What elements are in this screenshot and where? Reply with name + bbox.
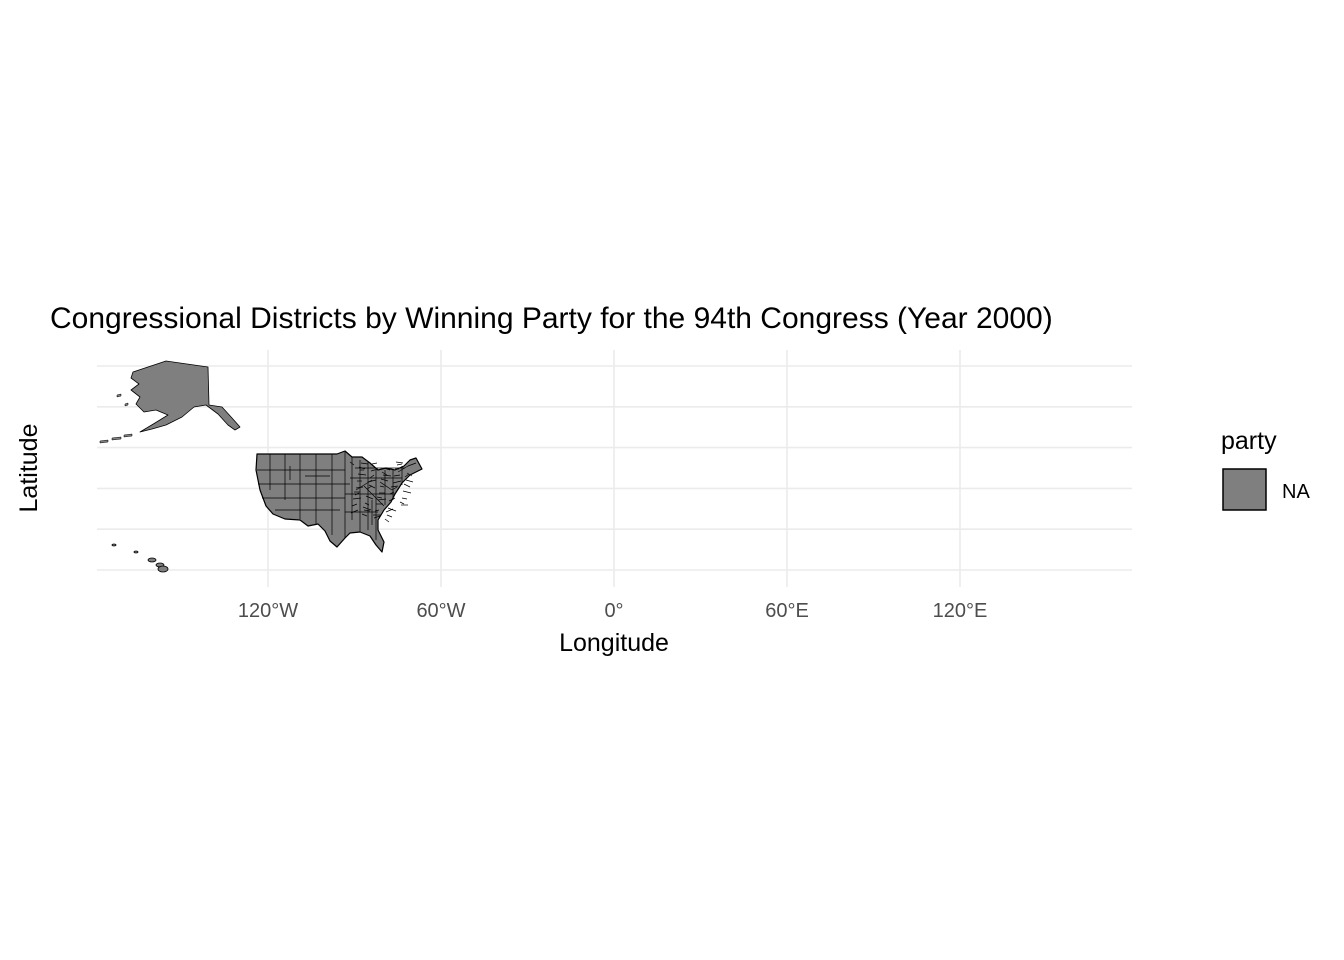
district-line-18	[355, 486, 364, 489]
district-line-27	[388, 497, 396, 502]
y-axis-label: Latitude	[15, 424, 43, 513]
x-tick-label-3: 60°E	[765, 600, 809, 622]
district-line-58	[395, 461, 404, 464]
district-line-26	[351, 503, 358, 507]
district-line-15	[364, 502, 370, 506]
district-boundaries	[257, 452, 417, 540]
district-line-22	[383, 467, 391, 471]
boundary-line-26	[379, 481, 393, 491]
district-line-28	[365, 495, 374, 500]
district-line-35	[384, 518, 390, 523]
district-line-23	[360, 462, 369, 465]
district-line-19	[392, 480, 402, 484]
district-line-36	[361, 513, 368, 517]
hawaii-island-1	[133, 550, 139, 554]
boundary-line-27	[397, 465, 409, 473]
district-line-40	[389, 491, 395, 495]
aleutian-island-2	[123, 433, 133, 438]
district-line-39	[352, 497, 362, 500]
district-line-1	[386, 514, 393, 518]
hawaii-island-4	[157, 565, 169, 573]
district-line-20	[369, 474, 375, 479]
district-line-2	[363, 509, 371, 512]
district-line-49	[362, 506, 372, 511]
aleutian-island-4	[124, 402, 129, 407]
district-line-46	[371, 462, 378, 465]
aleutian-island-1	[111, 436, 122, 441]
district-line-43	[380, 478, 389, 482]
district-line-48	[385, 508, 394, 513]
x-tick-label-1: 60°W	[416, 600, 465, 622]
alaska-region	[130, 360, 241, 433]
district-line-29	[402, 490, 412, 494]
boundary-line-24	[363, 485, 385, 507]
contiguous-us-region	[255, 450, 423, 553]
district-line-41	[366, 485, 373, 490]
district-line-33	[370, 468, 379, 472]
district-line-16	[401, 497, 408, 500]
legend-label-na: NA	[1282, 481, 1310, 503]
district-line-34	[407, 462, 417, 467]
district-line-53	[390, 485, 399, 488]
district-line-5	[354, 492, 360, 496]
district-line-56	[381, 471, 388, 476]
district-line-11	[396, 463, 403, 466]
x-tick-label-0: 120°W	[238, 600, 298, 622]
district-line-7	[368, 484, 376, 489]
aleutian-island-0	[99, 439, 109, 444]
district-line-4	[377, 498, 387, 501]
district-line-44	[357, 473, 367, 476]
x-tick-labels: 120°W 60°W 0° 60°E 120°E	[238, 600, 987, 622]
district-line-55	[404, 473, 410, 478]
district-line-30	[379, 485, 385, 488]
grid-lines	[97, 350, 1132, 587]
x-tick-label-2: 0°	[604, 600, 623, 622]
district-line-57	[358, 466, 366, 470]
district-line-32	[393, 474, 401, 477]
district-line-6	[391, 486, 398, 491]
district-line-42	[403, 483, 411, 488]
district-line-0	[349, 461, 355, 466]
aleutian-island-3	[116, 393, 122, 398]
x-tick-label-4: 120°E	[933, 600, 988, 622]
hawaii-island-2	[147, 557, 157, 563]
district-line-25	[374, 509, 380, 512]
district-line-12	[373, 515, 381, 519]
hawaii-island-0	[111, 543, 117, 547]
district-line-9	[382, 474, 392, 477]
map-land	[99, 360, 423, 573]
district-line-8	[405, 479, 414, 483]
district-line-13	[350, 509, 359, 514]
district-line-21	[406, 472, 413, 477]
district-line-51	[376, 496, 383, 499]
district-line-54	[367, 479, 377, 483]
legend-key-na	[1222, 468, 1267, 511]
legend-title: party	[1221, 427, 1277, 455]
chart-title: Congressional Districts by Winning Party…	[50, 302, 1053, 335]
legend: party NA	[1221, 427, 1310, 511]
district-line-50	[399, 501, 405, 505]
x-axis-label: Longitude	[559, 629, 669, 657]
